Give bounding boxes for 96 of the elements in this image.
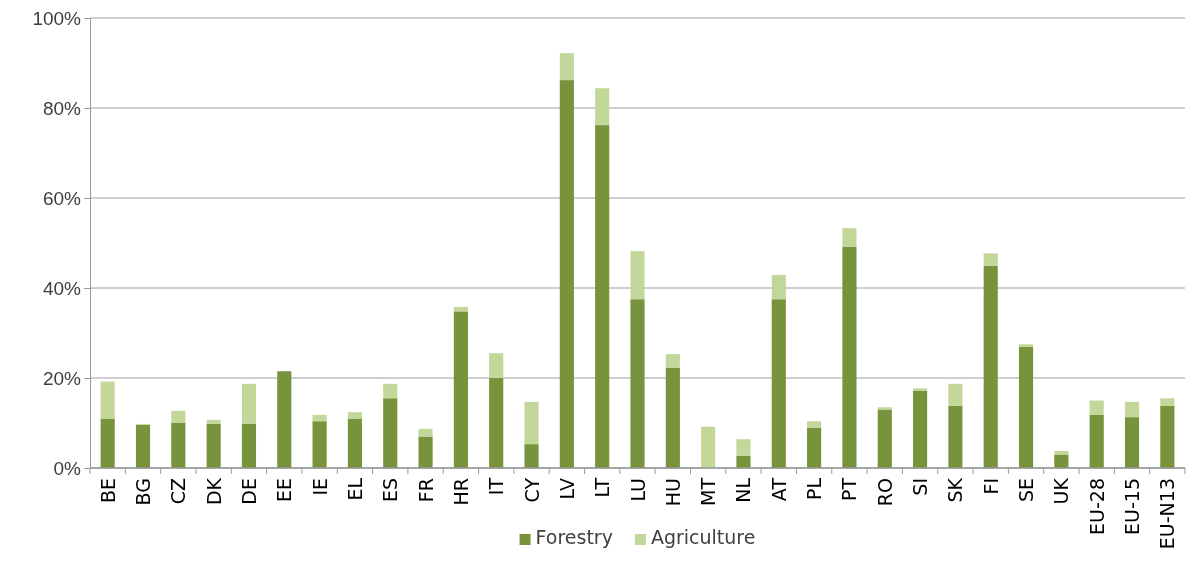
- bar: [877, 407, 892, 410]
- bar: [171, 422, 186, 468]
- bar: [842, 228, 857, 247]
- bar: [383, 398, 398, 468]
- bar: [489, 378, 504, 468]
- bar: [913, 390, 928, 468]
- bar: [1018, 346, 1034, 468]
- x-tick-label: IT: [485, 477, 508, 496]
- bar: [1124, 401, 1140, 418]
- bar: [489, 353, 504, 378]
- bar: [524, 401, 539, 445]
- bar: [1160, 398, 1175, 406]
- bar: [595, 125, 610, 468]
- bar: [418, 428, 433, 437]
- bar: [983, 253, 998, 266]
- bar: [948, 405, 963, 468]
- bar: [171, 410, 186, 423]
- x-tick-label: CZ: [167, 478, 190, 505]
- x-tick-label: IE: [308, 478, 331, 496]
- bar: [1054, 450, 1069, 455]
- bar: [771, 299, 786, 468]
- bar: [135, 424, 151, 468]
- x-tick-label: SI: [909, 478, 932, 496]
- bar: [1124, 417, 1140, 468]
- bar: [665, 354, 680, 368]
- bar: [736, 455, 751, 468]
- x-tick-label: EE: [273, 478, 296, 503]
- bar: [1089, 400, 1104, 415]
- x-tick-label: PL: [803, 477, 826, 501]
- y-tick-label: 40%: [42, 277, 82, 299]
- x-tick-label: FI: [979, 478, 1002, 495]
- bar: [771, 274, 786, 300]
- x-tick-label: NL: [732, 477, 755, 503]
- x-tick-label: FR: [414, 478, 437, 503]
- bar: [559, 80, 574, 468]
- bar: [347, 418, 362, 468]
- bar: [347, 412, 362, 419]
- x-tick-label: RO: [873, 478, 896, 507]
- bar: [665, 367, 680, 468]
- x-tick-label: SE: [1015, 478, 1038, 503]
- x-tick-label: EU-28: [1085, 478, 1108, 535]
- bar: [418, 436, 433, 468]
- bar: [701, 426, 716, 468]
- bar: [1160, 405, 1175, 468]
- x-tick-label: SK: [944, 477, 967, 503]
- bar: [807, 427, 822, 468]
- x-tick-label: ES: [379, 478, 402, 503]
- x-tick-label: HR: [449, 478, 472, 506]
- bar: [383, 383, 398, 399]
- bar: [453, 311, 468, 468]
- x-tick-label: PT: [838, 477, 861, 502]
- bar: [312, 421, 327, 468]
- x-tick-label: EU-15: [1121, 478, 1144, 535]
- x-tick-label: HU: [661, 478, 684, 507]
- bar: [524, 444, 539, 468]
- x-tick-label: BE: [96, 478, 119, 504]
- x-tick-label: LT: [591, 477, 614, 498]
- bar: [312, 414, 327, 422]
- legend-label: Forestry: [535, 526, 613, 548]
- y-tick-label: 20%: [42, 367, 82, 389]
- bar: [983, 265, 998, 468]
- bar: [241, 383, 257, 424]
- x-tick-label: LU: [626, 478, 649, 502]
- x-tick-label: AT: [767, 477, 790, 502]
- bar: [241, 423, 257, 468]
- y-tick-label: 60%: [42, 187, 82, 209]
- x-tick-label: UK: [1050, 477, 1073, 505]
- bar: [1089, 414, 1104, 468]
- x-tick-label: BG: [131, 478, 154, 506]
- bar: [736, 439, 751, 456]
- bar: [630, 251, 645, 300]
- bar: [948, 383, 963, 406]
- bar: [913, 388, 928, 391]
- bar: [1018, 344, 1034, 347]
- bar: [100, 381, 115, 419]
- bar: [630, 299, 645, 468]
- bar: [559, 53, 574, 81]
- y-tick-label: 0%: [53, 457, 82, 479]
- bar: [206, 423, 221, 468]
- x-tick-label: CY: [520, 477, 543, 503]
- bar: [595, 88, 610, 126]
- legend-label: Agriculture: [650, 526, 756, 548]
- bar: [206, 419, 221, 424]
- bar: [877, 409, 892, 468]
- x-tick-label: MT: [697, 477, 720, 506]
- x-tick-label: DE: [237, 478, 260, 505]
- bar: [807, 421, 822, 428]
- x-tick-label: DK: [202, 477, 225, 506]
- y-tick-label: 100%: [32, 7, 82, 29]
- x-tick-label: LV: [555, 478, 578, 500]
- x-tick-label: EU-N13: [1156, 478, 1179, 550]
- y-tick-label: 80%: [42, 97, 82, 119]
- bar: [842, 246, 857, 468]
- x-tick-label: EL: [343, 477, 366, 501]
- bar: [100, 418, 115, 468]
- bar: [277, 371, 292, 468]
